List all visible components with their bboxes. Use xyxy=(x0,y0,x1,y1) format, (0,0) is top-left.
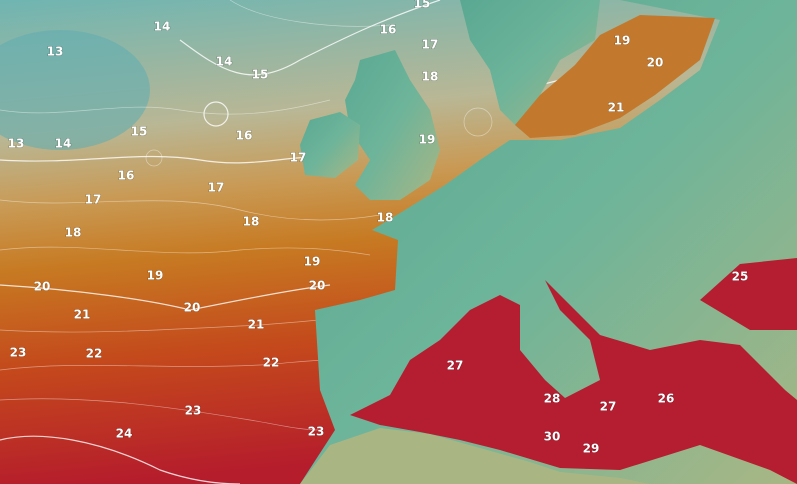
isotherm-label: 22 xyxy=(86,347,103,361)
isotherm-label: 26 xyxy=(658,392,675,406)
isotherm-label: 20 xyxy=(309,279,326,293)
isotherm-label: 19 xyxy=(304,255,321,269)
isotherm-label: 16 xyxy=(118,169,135,183)
isotherm-label: 21 xyxy=(74,308,91,322)
isotherm-label: 29 xyxy=(583,442,600,456)
isotherm-label: 19 xyxy=(419,133,436,147)
isotherm-label: 18 xyxy=(243,215,260,229)
isotherm-label: 18 xyxy=(422,70,439,84)
isotherm-label: 13 xyxy=(8,137,25,151)
isotherm-label: 19 xyxy=(614,34,631,48)
isotherm-labels: 13 14 15 16 17 19 20 18 14 15 13 14 15 16 21 19 17 16 17 17… xyxy=(7,0,749,456)
isotherm-label: 16 xyxy=(236,129,253,143)
mediterranean-sea xyxy=(350,280,797,484)
isotherm-label: 27 xyxy=(447,359,464,373)
great-britain xyxy=(345,50,440,200)
cool-zone xyxy=(0,30,150,150)
isotherm-label: 17 xyxy=(290,151,307,165)
isotherm-label: 19 xyxy=(147,269,164,283)
isotherm-label: 16 xyxy=(380,23,397,37)
isotherm-label: 20 xyxy=(647,56,664,70)
north-africa xyxy=(300,428,650,484)
isotherm-label: 14 xyxy=(55,137,72,151)
isotherm-label: 14 xyxy=(216,55,233,69)
isotherm-label: 23 xyxy=(10,346,27,360)
isotherm-label: 15 xyxy=(414,0,431,11)
isotherm-label: 20 xyxy=(184,301,201,315)
ireland xyxy=(300,112,360,178)
isotherm-label: 18 xyxy=(377,211,394,225)
isotherm-label: 23 xyxy=(308,425,325,439)
isotherm-label: 15 xyxy=(131,125,148,139)
isotherm-label: 25 xyxy=(732,270,749,284)
isotherm-label: 14 xyxy=(154,20,171,34)
isotherm-label: 21 xyxy=(608,101,625,115)
isotherm-label: 23 xyxy=(185,404,202,418)
black-sea xyxy=(700,258,797,330)
isotherms xyxy=(0,0,640,484)
isotherm-label: 17 xyxy=(422,38,439,52)
scandinavia xyxy=(460,0,600,130)
isotherm-label: 17 xyxy=(85,193,102,207)
isotherm-label: 15 xyxy=(252,68,269,82)
isotherm-label: 24 xyxy=(116,427,133,441)
isotherm-label: 28 xyxy=(544,392,561,406)
isotherm-label: 17 xyxy=(208,181,225,195)
baltic-sea xyxy=(515,15,715,138)
isotherm-label: 30 xyxy=(544,430,561,444)
isotherm-label: 18 xyxy=(65,226,82,240)
isotherm-label: 13 xyxy=(47,45,64,59)
isotherm-label: 27 xyxy=(600,400,617,414)
isotherm-label: 21 xyxy=(248,318,265,332)
isotherm-label: 22 xyxy=(263,356,280,370)
isotherm-label: 20 xyxy=(34,280,51,294)
